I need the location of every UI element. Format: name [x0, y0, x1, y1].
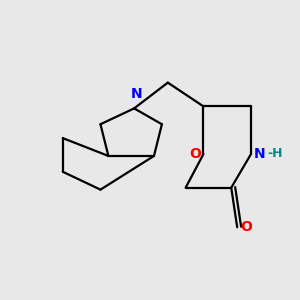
Text: -H: -H — [268, 148, 283, 160]
Text: O: O — [240, 220, 252, 234]
Text: N: N — [254, 147, 266, 161]
Text: N: N — [130, 87, 142, 101]
Text: O: O — [189, 147, 201, 161]
